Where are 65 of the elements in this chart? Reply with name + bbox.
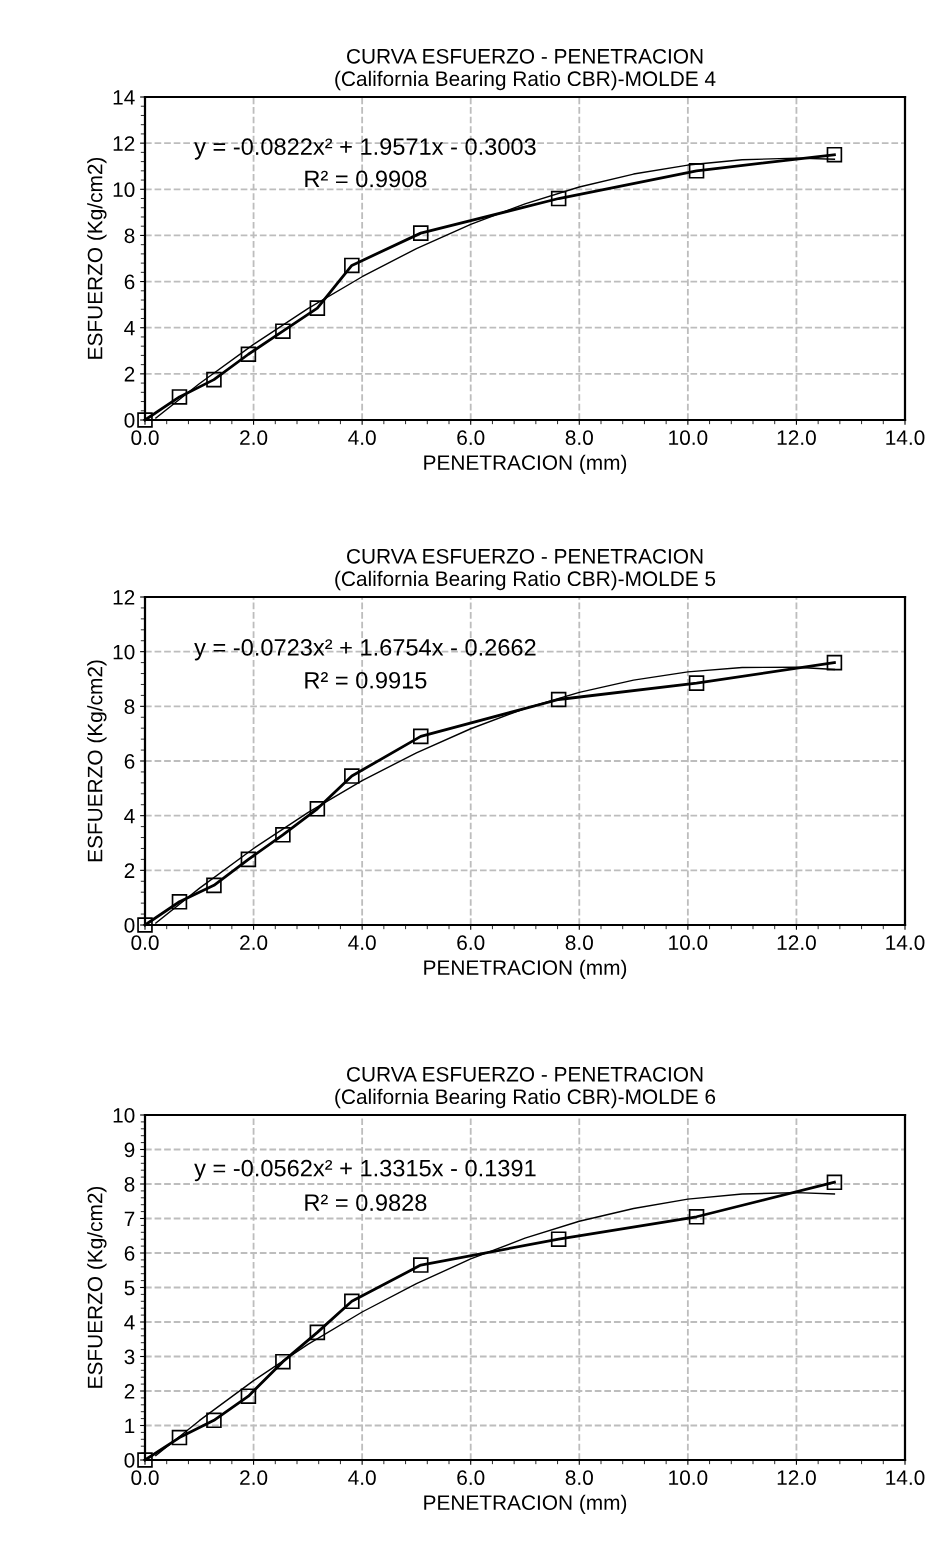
x-tick-label: 14.0 (886, 1470, 925, 1486)
x-tick-label: 10.0 (669, 430, 708, 446)
y-tick-label: 1 (125, 1418, 135, 1434)
x-tick-label: 0.0 (131, 430, 159, 446)
y-tick-label: 0 (124, 1453, 135, 1468)
x-axis-title: PENETRACION (mm) (424, 1494, 627, 1515)
y-tick-label: 12 (113, 590, 135, 605)
x-tick-label: 4.0 (348, 935, 376, 951)
y-tick-label: 12 (113, 136, 135, 151)
y-tick-label: 2 (124, 366, 135, 382)
y-tick-label: 8 (124, 1177, 135, 1192)
annotation: y = -0.0562x² + 1.3315x - 0.1391 (194, 1159, 536, 1182)
x-tick-label: 2.0 (240, 430, 268, 446)
y-tick-label: 6 (124, 754, 135, 769)
y-tick-label: 4 (124, 320, 135, 336)
x-tick-label: 4.0 (348, 1470, 376, 1486)
x-tick-label: 6.0 (457, 935, 485, 951)
annotation: y = -0.0723x² + 1.6754x - 0.2662 (194, 639, 536, 661)
chart-title: CURVA ESFUERZO - PENETRACION (California Bearing Ratio CBR)-MOLDE 6 (335, 1066, 716, 1109)
x-tick-label: 14.0 (886, 430, 925, 446)
annotation: R² = 0.9908 (305, 170, 427, 188)
y-tick-label: 0 (124, 918, 135, 933)
x-tick-label: 14.0 (886, 935, 925, 951)
x-tick-label: 0.0 (131, 1470, 159, 1486)
x-tick-label: 8.0 (565, 430, 593, 446)
x-axis-title: PENETRACION (mm) (424, 959, 627, 980)
x-tick-label: 0.0 (131, 935, 159, 951)
y-tick-label: 6 (124, 1246, 135, 1261)
y-tick-label: 7 (124, 1211, 135, 1227)
chart-title: CURVA ESFUERZO - PENETRACION (California Bearing Ratio CBR)-MOLDE 5 (335, 548, 716, 591)
y-tick-label: 5 (124, 1280, 135, 1296)
x-tick-label: 10.0 (669, 935, 708, 951)
y-tick-label: 10 (113, 182, 135, 198)
y-axis-title: ESFUERZO (Kg/cm2) (87, 1186, 107, 1388)
annotation: R² = 0.9828 (305, 1194, 427, 1212)
y-axis-title: ESFUERZO (Kg/cm2) (87, 157, 107, 359)
x-tick-label: 10.0 (669, 1470, 708, 1486)
annotation: y = -0.0822x² + 1.9571x - 0.3003 (194, 138, 536, 160)
x-tick-label: 2.0 (240, 1470, 268, 1486)
y-axis-title: ESFUERZO (Kg/cm2) (87, 660, 107, 862)
x-tick-label: 8.0 (565, 1470, 593, 1486)
y-tick-label: 8 (124, 699, 135, 715)
x-tick-label: 6.0 (457, 430, 485, 446)
y-tick-label: 14 (113, 90, 135, 105)
y-tick-label: 0 (124, 413, 135, 428)
y-tick-label: 4 (124, 808, 135, 824)
x-tick-label: 8.0 (565, 935, 593, 951)
y-tick-label: 2 (124, 863, 135, 878)
x-tick-label: 12.0 (777, 430, 816, 446)
chart-title: CURVA ESFUERZO - PENETRACION (California Bearing Ratio CBR)-MOLDE 4 (335, 48, 716, 91)
y-tick-label: 2 (124, 1384, 135, 1399)
y-tick-label: 10 (113, 1108, 135, 1123)
x-tick-label: 2.0 (240, 935, 268, 951)
y-tick-label: 3 (124, 1349, 135, 1365)
y-tick-label: 9 (124, 1142, 135, 1158)
x-tick-label: 6.0 (457, 1470, 485, 1486)
x-tick-label: 4.0 (348, 430, 376, 446)
y-tick-label: 6 (124, 274, 135, 290)
y-tick-label: 10 (113, 644, 135, 660)
y-tick-label: 8 (124, 228, 135, 244)
y-tick-label: 4 (124, 1315, 135, 1330)
x-axis-title: PENETRACION (mm) (424, 454, 627, 475)
annotation: R² = 0.9915 (305, 671, 427, 689)
x-tick-label: 12.0 (777, 1470, 816, 1486)
x-tick-label: 12.0 (777, 935, 816, 951)
